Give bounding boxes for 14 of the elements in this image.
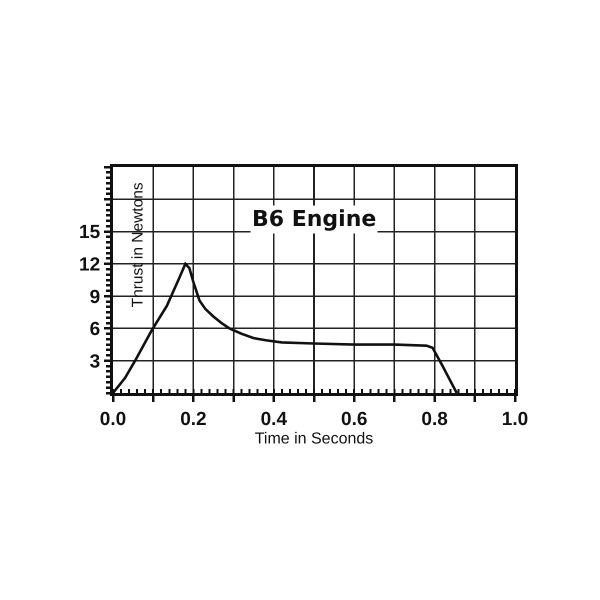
x-tick-label: 0.0	[100, 408, 126, 430]
x-tick-label: 0.6	[340, 408, 368, 430]
x-axis-title: Time in Seconds	[254, 430, 374, 448]
y-tick-label: 3	[90, 351, 100, 372]
x-tick-label: 0.4	[260, 408, 288, 430]
y-tick-label: 9	[90, 286, 100, 308]
y-tick-label: 15	[79, 222, 101, 244]
y-axis-title: Thrust in Newtons	[129, 182, 146, 308]
x-tick-label: 0.8	[421, 408, 448, 430]
y-tick-label: 12	[79, 254, 100, 276]
text: B6 Engine	[252, 207, 376, 232]
y-tick-label: 6	[90, 319, 100, 340]
x-tick-label: 1.0	[502, 408, 528, 430]
x-tick-label: 0.2	[180, 408, 207, 430]
